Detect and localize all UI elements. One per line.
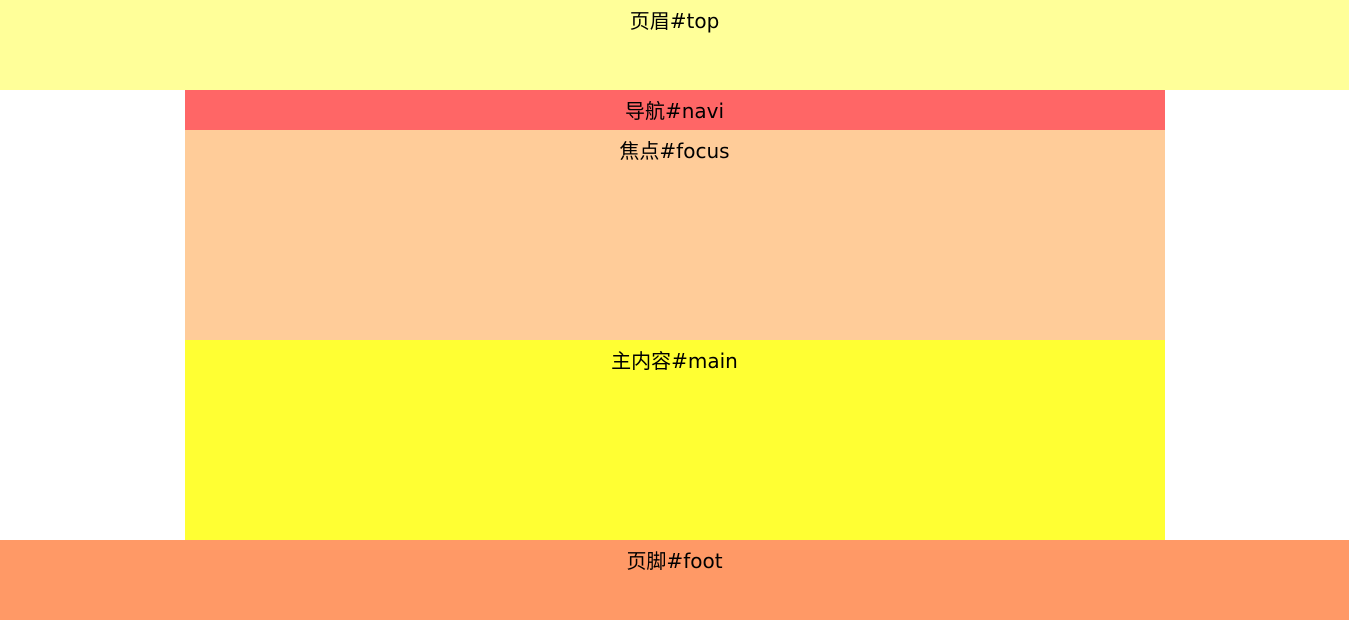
focus-label: 焦点#focus bbox=[619, 139, 730, 163]
focus-area: 焦点#focus bbox=[184, 130, 1165, 340]
footer: 页脚#foot bbox=[0, 540, 1349, 620]
header-top-label: 页眉#top bbox=[629, 9, 720, 33]
content-wrapper: 导航#navi 焦点#focus 主内容#main bbox=[184, 90, 1165, 540]
main-content: 主内容#main bbox=[184, 340, 1165, 540]
main-content-label: 主内容#main bbox=[611, 349, 738, 373]
navigation-bar: 导航#navi bbox=[184, 90, 1165, 130]
navigation-label: 导航#navi bbox=[624, 99, 725, 123]
footer-label: 页脚#foot bbox=[626, 549, 723, 573]
header-top: 页眉#top bbox=[0, 0, 1349, 90]
